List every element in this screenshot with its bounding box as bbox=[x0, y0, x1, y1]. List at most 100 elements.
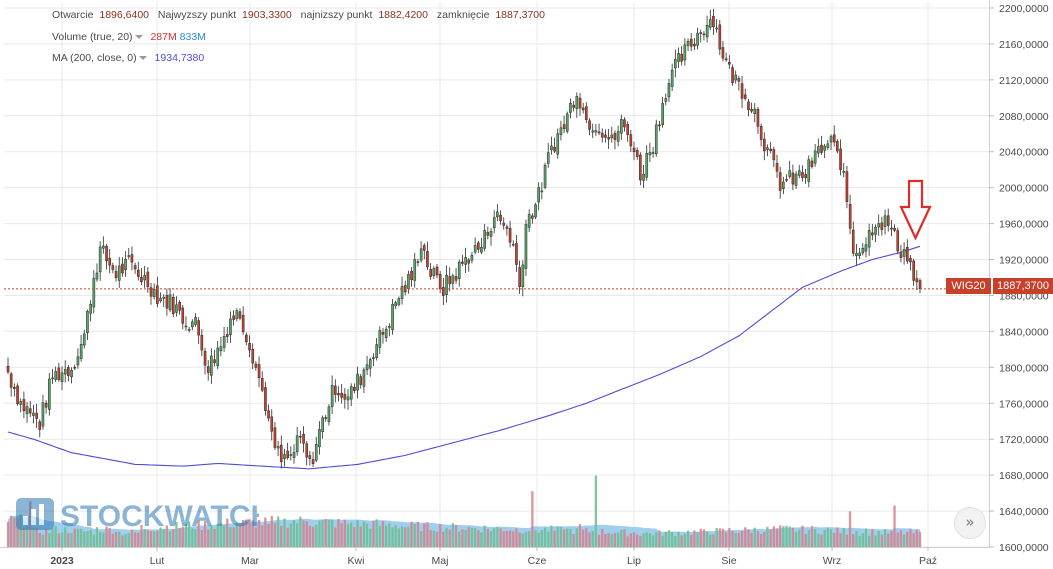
volume-bar bbox=[226, 518, 229, 547]
volume-bar bbox=[483, 525, 486, 547]
candle-body bbox=[286, 450, 289, 459]
candle-body bbox=[839, 148, 842, 171]
volume-bar bbox=[617, 532, 620, 547]
low-label: najnizszy punkt bbox=[300, 9, 373, 21]
volume-bar bbox=[829, 529, 833, 547]
candle-body bbox=[365, 364, 369, 371]
volume-bar bbox=[864, 528, 868, 547]
candle-body bbox=[337, 393, 340, 396]
candle-body bbox=[152, 289, 156, 297]
dropdown-caret-icon[interactable] bbox=[134, 34, 143, 39]
volume-bar bbox=[57, 533, 60, 547]
scroll-to-latest-button[interactable]: » bbox=[954, 507, 986, 539]
dropdown-caret-icon[interactable] bbox=[138, 55, 147, 60]
candle-body bbox=[159, 297, 162, 302]
volume-bar bbox=[553, 530, 556, 547]
volume-legend[interactable]: Volume (true, 20) 287M 833M bbox=[52, 31, 206, 43]
candle-body bbox=[121, 263, 124, 274]
volume-bar bbox=[165, 525, 168, 547]
candle-body bbox=[165, 294, 169, 309]
candle-body bbox=[388, 326, 391, 328]
volume-bar bbox=[893, 505, 896, 547]
candle-body bbox=[715, 27, 718, 30]
volume-bar bbox=[334, 527, 337, 547]
close-label: zamknięcie bbox=[436, 9, 490, 21]
volume-bar bbox=[337, 519, 340, 547]
candle-body bbox=[848, 204, 852, 229]
x-tick-label: 2023 bbox=[50, 555, 74, 567]
candle-body bbox=[60, 372, 64, 383]
candle-body bbox=[248, 343, 251, 351]
volume-bar bbox=[299, 516, 302, 547]
volume-bar bbox=[868, 535, 871, 547]
volume-bar bbox=[820, 534, 823, 547]
candle-body bbox=[48, 378, 51, 410]
candle-body bbox=[613, 133, 617, 140]
candle-body bbox=[260, 378, 264, 391]
candle-body bbox=[823, 145, 826, 151]
ma-legend[interactable]: MA (200, close, 0) 1934,7380 bbox=[52, 52, 204, 64]
volume-bar bbox=[311, 526, 315, 547]
candle-body bbox=[546, 152, 550, 164]
candle-body bbox=[562, 124, 566, 130]
volume-bar bbox=[677, 531, 680, 547]
volume-bar bbox=[216, 523, 219, 547]
volume-bar bbox=[833, 533, 836, 547]
candle-body bbox=[111, 265, 115, 270]
candle-body bbox=[496, 211, 499, 218]
candle-body bbox=[511, 243, 515, 246]
volume-bar bbox=[248, 519, 251, 547]
volume-bar bbox=[696, 532, 699, 547]
candle-body bbox=[772, 149, 776, 161]
volume-bar bbox=[6, 522, 10, 547]
volume-bar bbox=[731, 530, 734, 547]
volume-study-label: Volume (true, 20) bbox=[52, 31, 133, 43]
volume-bar bbox=[769, 529, 772, 547]
candle-body bbox=[349, 386, 353, 400]
candle-body bbox=[918, 280, 922, 290]
volume-bar bbox=[804, 534, 807, 547]
candle-body bbox=[127, 255, 131, 257]
volume-bar bbox=[871, 529, 874, 547]
volume-bar bbox=[292, 520, 296, 547]
volume-bar bbox=[365, 523, 369, 547]
volume-bar bbox=[318, 520, 321, 547]
candle-body bbox=[607, 137, 610, 140]
volume-bar bbox=[83, 531, 86, 547]
volume-bar bbox=[508, 530, 512, 547]
candle-body bbox=[680, 53, 683, 62]
candle-body bbox=[222, 336, 226, 348]
volume-bar bbox=[788, 526, 791, 547]
candle-body bbox=[899, 253, 903, 258]
volume-bar bbox=[238, 524, 242, 547]
volume-bar bbox=[626, 536, 629, 547]
candle-body bbox=[829, 136, 833, 143]
volume-bar bbox=[394, 525, 397, 547]
candle-body bbox=[686, 40, 690, 46]
candle-body bbox=[632, 147, 636, 153]
volume-bar bbox=[747, 529, 750, 547]
volume-bar bbox=[381, 521, 385, 547]
volume-bar bbox=[499, 528, 502, 547]
candle-body bbox=[702, 33, 706, 36]
volume-bar bbox=[842, 528, 845, 547]
candle-body bbox=[149, 287, 153, 297]
volume-bar bbox=[699, 528, 702, 547]
volume-bar bbox=[706, 531, 709, 547]
volume-bar bbox=[550, 525, 553, 547]
candle-body bbox=[683, 44, 687, 61]
candle-body bbox=[429, 269, 432, 277]
candle-body bbox=[804, 174, 807, 179]
volume-bar bbox=[273, 522, 277, 547]
volume-bar bbox=[346, 524, 350, 547]
candle-body bbox=[645, 153, 649, 178]
y-tick-label: 1760,0000 bbox=[999, 398, 1049, 410]
candle-body bbox=[855, 253, 858, 256]
volume-bar bbox=[877, 530, 880, 547]
close-value: 1887,3700 bbox=[495, 9, 545, 21]
volume-bar bbox=[836, 527, 839, 547]
candle-body bbox=[664, 98, 668, 102]
volume-bar bbox=[67, 533, 70, 547]
volume-bar bbox=[563, 529, 566, 547]
